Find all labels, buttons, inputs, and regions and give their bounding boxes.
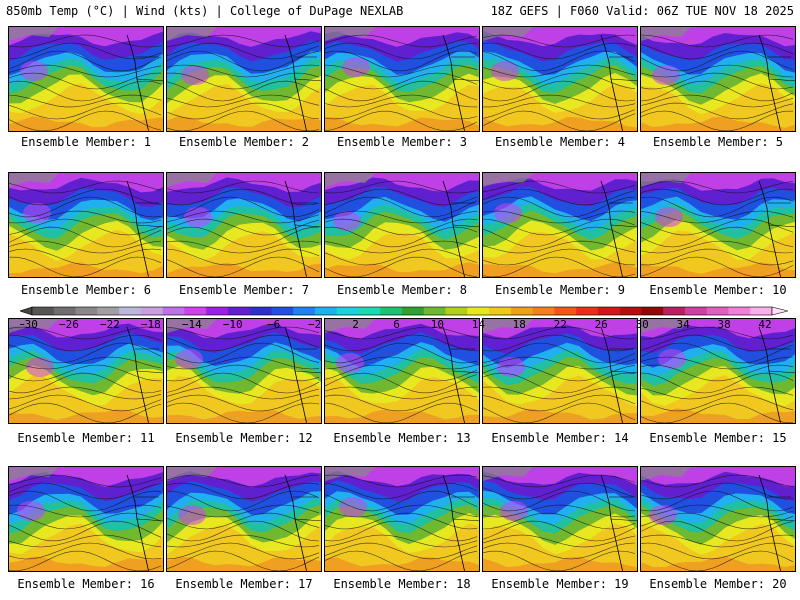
colorbar-swatch bbox=[728, 307, 751, 315]
colorbar-swatch bbox=[249, 307, 272, 315]
ensemble-member-label: Ensemble Member: 15 bbox=[649, 431, 787, 445]
ensemble-member-map bbox=[166, 26, 322, 132]
colorbar-swatch bbox=[184, 307, 207, 315]
colorbar-swatch bbox=[53, 307, 76, 315]
colorbar-tick-label: −22 bbox=[100, 318, 120, 331]
colorbar-swatch bbox=[750, 307, 773, 315]
ensemble-member-map bbox=[324, 318, 480, 424]
colorbar-swatch bbox=[423, 307, 446, 315]
colorbar-swatch bbox=[532, 307, 555, 315]
colorbar-tick-label: 10 bbox=[431, 318, 444, 331]
ensemble-member-label: Ensemble Member: 19 bbox=[491, 577, 629, 591]
ensemble-member-map bbox=[640, 26, 796, 132]
colorbar-swatch bbox=[32, 307, 55, 315]
colorbar-tick-label: 26 bbox=[595, 318, 608, 331]
ensemble-member-label: Ensemble Member: 20 bbox=[649, 577, 787, 591]
ensemble-member-map bbox=[8, 318, 164, 424]
ensemble-member-label: Ensemble Member: 2 bbox=[178, 135, 310, 149]
ensemble-member-map bbox=[482, 26, 638, 132]
ensemble-member-map bbox=[482, 466, 638, 572]
colorbar-swatch bbox=[489, 307, 512, 315]
colorbar-swatch bbox=[619, 307, 642, 315]
ensemble-member-map bbox=[324, 26, 480, 132]
colorbar-tick-label: 38 bbox=[717, 318, 730, 331]
ensemble-member-map bbox=[640, 318, 796, 424]
ensemble-member-label: Ensemble Member: 14 bbox=[491, 431, 629, 445]
colorbar-tick-label: −30 bbox=[20, 318, 38, 331]
colorbar-tick-label: −10 bbox=[223, 318, 243, 331]
colorbar-tick-label: −6 bbox=[267, 318, 280, 331]
ensemble-member-map bbox=[166, 466, 322, 572]
colorbar-tick-label: 22 bbox=[554, 318, 567, 331]
map-title: 850mb Temp (°C) | Wind (kts) | College o… bbox=[6, 4, 404, 18]
colorbar-swatch bbox=[641, 307, 664, 315]
colorbar-tick-label: 6 bbox=[393, 318, 400, 331]
colorbar-swatch bbox=[706, 307, 729, 315]
ensemble-member-label: Ensemble Member: 17 bbox=[175, 577, 313, 591]
ensemble-member-label: Ensemble Member: 3 bbox=[336, 135, 468, 149]
ensemble-member-map bbox=[8, 172, 164, 278]
ensemble-member-label: Ensemble Member: 16 bbox=[17, 577, 155, 591]
colorbar-swatch bbox=[293, 307, 316, 315]
colorbar-min-arrow bbox=[20, 306, 33, 316]
colorbar-tick-label: 18 bbox=[513, 318, 526, 331]
colorbar-swatch bbox=[119, 307, 142, 315]
ensemble-member-map bbox=[166, 318, 322, 424]
colorbar-swatch bbox=[380, 307, 403, 315]
ensemble-member-label: Ensemble Member: 8 bbox=[336, 283, 468, 297]
colorbar-tick-label: 14 bbox=[472, 318, 486, 331]
colorbar-tick-label: −14 bbox=[182, 318, 202, 331]
colorbar-max-arrow bbox=[771, 306, 788, 316]
colorbar-swatch bbox=[467, 307, 490, 315]
ensemble-member-map bbox=[482, 172, 638, 278]
ensemble-member-label: Ensemble Member: 12 bbox=[175, 431, 313, 445]
colorbar-swatch bbox=[597, 307, 620, 315]
colorbar-swatch bbox=[402, 307, 425, 315]
ensemble-member-map bbox=[324, 172, 480, 278]
ensemble-member-label: Ensemble Member: 11 bbox=[17, 431, 155, 445]
colorbar-swatch bbox=[554, 307, 577, 315]
ensemble-member-map bbox=[8, 466, 164, 572]
ensemble-member-label: Ensemble Member: 6 bbox=[20, 283, 152, 297]
ensemble-member-map bbox=[640, 172, 796, 278]
ensemble-member-map bbox=[324, 466, 480, 572]
colorbar-swatch bbox=[663, 307, 686, 315]
colorbar-swatch bbox=[140, 307, 163, 315]
colorbar-swatch bbox=[162, 307, 185, 315]
model-run-info: 18Z GEFS | F060 Valid: 06Z TUE NOV 18 20… bbox=[490, 4, 794, 18]
colorbar-swatch bbox=[75, 307, 98, 315]
ensemble-member-map bbox=[166, 172, 322, 278]
colorbar-tick-label: −26 bbox=[59, 318, 79, 331]
colorbar-tick-label: 30 bbox=[636, 318, 649, 331]
colorbar-swatch bbox=[227, 307, 250, 315]
colorbar-swatch bbox=[358, 307, 381, 315]
colorbar-swatch bbox=[271, 307, 294, 315]
colorbar-swatch bbox=[684, 307, 707, 315]
colorbar-swatch bbox=[336, 307, 359, 315]
colorbar-swatch bbox=[97, 307, 120, 315]
ensemble-member-label: Ensemble Member: 13 bbox=[333, 431, 471, 445]
colorbar-swatch bbox=[445, 307, 468, 315]
ensemble-member-label: Ensemble Member: 10 bbox=[649, 283, 787, 297]
colorbar-swatch bbox=[510, 307, 533, 315]
colorbar-tick-label: −2 bbox=[308, 318, 321, 331]
ensemble-member-map bbox=[8, 26, 164, 132]
ensemble-member-label: Ensemble Member: 1 bbox=[20, 135, 152, 149]
ensemble-member-label: Ensemble Member: 4 bbox=[494, 135, 626, 149]
colorbar-tick-label: 34 bbox=[676, 318, 690, 331]
colorbar-tick-label: 42 bbox=[758, 318, 771, 331]
ensemble-member-map bbox=[482, 318, 638, 424]
colorbar-swatch bbox=[576, 307, 599, 315]
ensemble-member-label: Ensemble Member: 7 bbox=[178, 283, 310, 297]
ensemble-member-map bbox=[640, 466, 796, 572]
ensemble-member-label: Ensemble Member: 9 bbox=[494, 283, 626, 297]
colorbar-tick-label: −18 bbox=[141, 318, 161, 331]
colorbar-swatch bbox=[314, 307, 337, 315]
ensemble-member-label: Ensemble Member: 18 bbox=[333, 577, 471, 591]
colorbar-tick-label: 2 bbox=[352, 318, 359, 331]
temperature-color-scale: −30 −26 −22 −18 −14 −10 −6 −2 2 6 10 14 18 22 26 30 34 38… bbox=[20, 306, 788, 331]
ensemble-member-label: Ensemble Member: 5 bbox=[652, 135, 784, 149]
colorbar-swatch bbox=[206, 307, 229, 315]
